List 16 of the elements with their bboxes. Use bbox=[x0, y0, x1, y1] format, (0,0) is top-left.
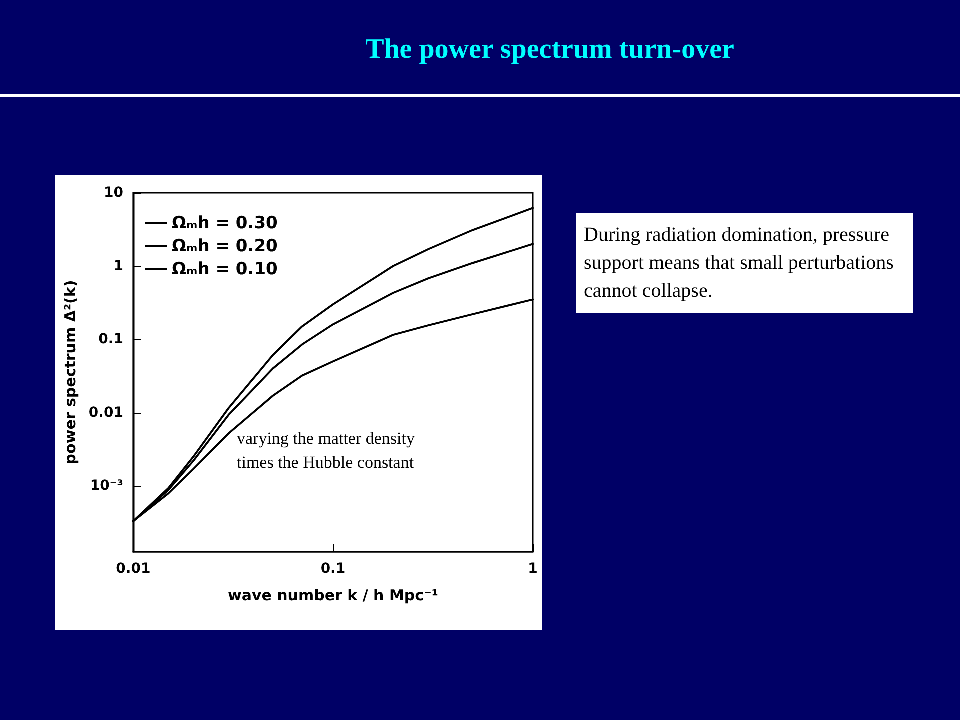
x-tick-label: 0.01 bbox=[116, 561, 151, 577]
legend-label: Ωₘh = 0.30 bbox=[172, 214, 278, 234]
chart-title: The power spectrum turn-over bbox=[364, 34, 736, 66]
y-axis-title: power spectrum Δ²(k) bbox=[62, 280, 80, 465]
legend-label: Ωₘh = 0.20 bbox=[172, 236, 278, 256]
annotation: varying the matter density times the Hubble constant bbox=[237, 428, 415, 474]
x-tick-label: 0.1 bbox=[320, 561, 346, 577]
x-axis-title: wave number k / h Mpc⁻¹ bbox=[228, 586, 438, 604]
y-tick-label: 0.01 bbox=[88, 404, 124, 421]
y-tick-label: 0.1 bbox=[98, 332, 124, 348]
x-tick-label: 1 bbox=[528, 561, 538, 577]
y-tick-label: 10⁻³ bbox=[90, 478, 124, 494]
y-tick-label: 1 bbox=[114, 258, 124, 274]
text: During radiation domination, pressure support means that small perturbations cannot collapse. bbox=[576, 213, 913, 313]
y-tick-label: 10 bbox=[104, 185, 124, 201]
legend-label: Ωₘh = 0.10 bbox=[172, 260, 278, 280]
